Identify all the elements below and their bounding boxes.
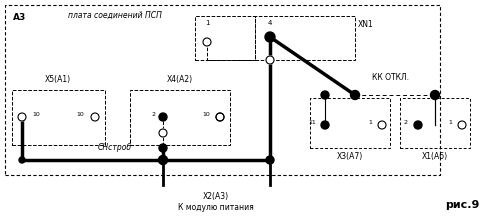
- Circle shape: [203, 38, 211, 46]
- Text: 2: 2: [404, 120, 408, 125]
- Circle shape: [159, 144, 167, 152]
- Circle shape: [159, 129, 167, 137]
- Circle shape: [265, 32, 275, 42]
- Text: СНстроб: СНстроб: [98, 143, 132, 152]
- Text: Х3(А7): Х3(А7): [337, 152, 363, 161]
- Bar: [400, 98, 470, 148]
- Text: КК ОТКЛ.: КК ОТКЛ.: [372, 73, 408, 82]
- Text: 1: 1: [368, 120, 372, 125]
- Circle shape: [159, 113, 167, 121]
- Circle shape: [378, 121, 386, 129]
- Circle shape: [350, 90, 360, 99]
- Text: 10: 10: [202, 112, 210, 117]
- Circle shape: [159, 156, 167, 164]
- Bar: [5, 5, 440, 175]
- Circle shape: [266, 156, 274, 164]
- Text: 2: 2: [151, 112, 155, 117]
- Text: Х4(А2): Х4(А2): [167, 75, 193, 84]
- Circle shape: [91, 113, 99, 121]
- Text: 4: 4: [268, 20, 272, 26]
- Bar: [195, 16, 255, 60]
- Text: Х2(А3): Х2(А3): [203, 192, 229, 201]
- Circle shape: [430, 90, 440, 99]
- Circle shape: [266, 56, 274, 64]
- Text: 1: 1: [448, 120, 452, 125]
- Text: плата соединений ПСП: плата соединений ПСП: [68, 11, 162, 20]
- Text: Х1(А6): Х1(А6): [422, 152, 448, 161]
- Circle shape: [19, 157, 25, 163]
- Bar: [310, 98, 390, 148]
- Circle shape: [458, 121, 466, 129]
- Text: 10: 10: [76, 112, 84, 117]
- Bar: [255, 16, 355, 60]
- Circle shape: [321, 121, 329, 129]
- Circle shape: [321, 91, 329, 99]
- Bar: [12, 90, 105, 145]
- Bar: [130, 90, 230, 145]
- Text: 1: 1: [205, 20, 209, 26]
- Text: XN1: XN1: [358, 20, 374, 29]
- Text: А3: А3: [13, 13, 26, 22]
- Circle shape: [18, 113, 26, 121]
- Text: К модулю питания: К модулю питания: [178, 203, 254, 212]
- Circle shape: [414, 121, 422, 129]
- Text: 10: 10: [32, 112, 40, 117]
- Text: Х5(А1): Х5(А1): [45, 75, 71, 84]
- Text: рис.9: рис.9: [446, 200, 480, 210]
- Circle shape: [216, 113, 224, 121]
- Text: 11: 11: [308, 120, 316, 125]
- Circle shape: [158, 156, 168, 165]
- Circle shape: [216, 113, 224, 121]
